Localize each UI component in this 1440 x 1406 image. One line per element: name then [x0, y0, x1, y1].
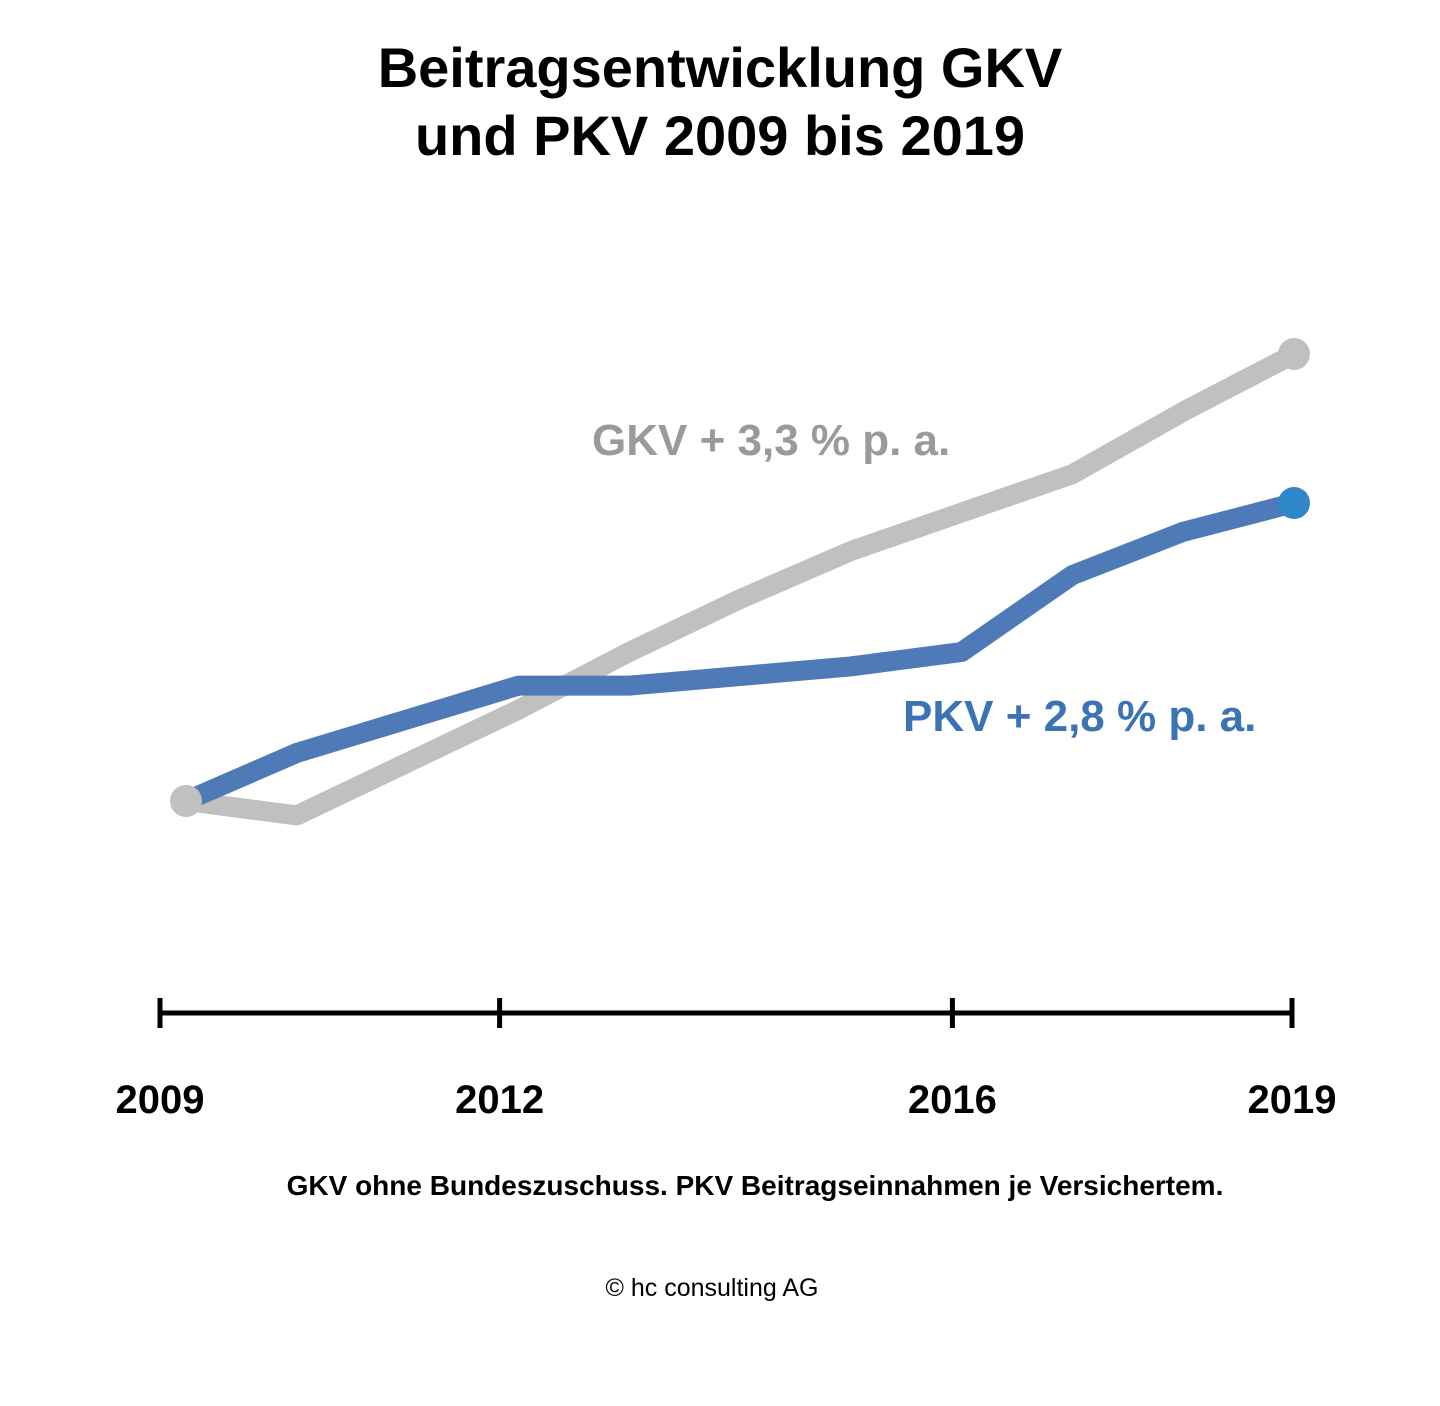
copyright: © hc consulting AG: [605, 1274, 819, 1302]
series-layer: [170, 338, 1310, 826]
start-point-marker: [170, 785, 202, 817]
x-tick-label: 2019: [1248, 1078, 1337, 1122]
x-axis: 2009 2012 2016 2019: [116, 998, 1337, 1122]
pkv-end-point-marker: [1278, 487, 1310, 519]
footnote: GKV ohne Bundeszuschuss. PKV Beitragsein…: [286, 1170, 1224, 1201]
x-tick-label: 2009: [116, 1078, 205, 1122]
gkv-series-line: [176, 344, 1304, 826]
gkv-series-label: GKV + 3,3 % p. a.: [592, 416, 950, 465]
chart-title: Beitragsentwicklung GKV und PKV 2009 bis…: [0, 34, 1440, 170]
x-tick-label: 2012: [455, 1078, 544, 1122]
chart-title-line-1: Beitragsentwicklung GKV: [377, 36, 1063, 99]
gkv-end-point-marker: [1278, 338, 1310, 370]
series-labels: GKV + 3,3 % p. a. PKV + 2,8 % p. a.: [592, 416, 1256, 741]
pkv-series-label: PKV + 2,8 % p. a.: [903, 692, 1256, 741]
x-tick-label: 2016: [908, 1078, 997, 1122]
chart-title-line-2: und PKV 2009 bis 2019: [414, 104, 1026, 167]
pkv-series-line: [176, 493, 1304, 811]
